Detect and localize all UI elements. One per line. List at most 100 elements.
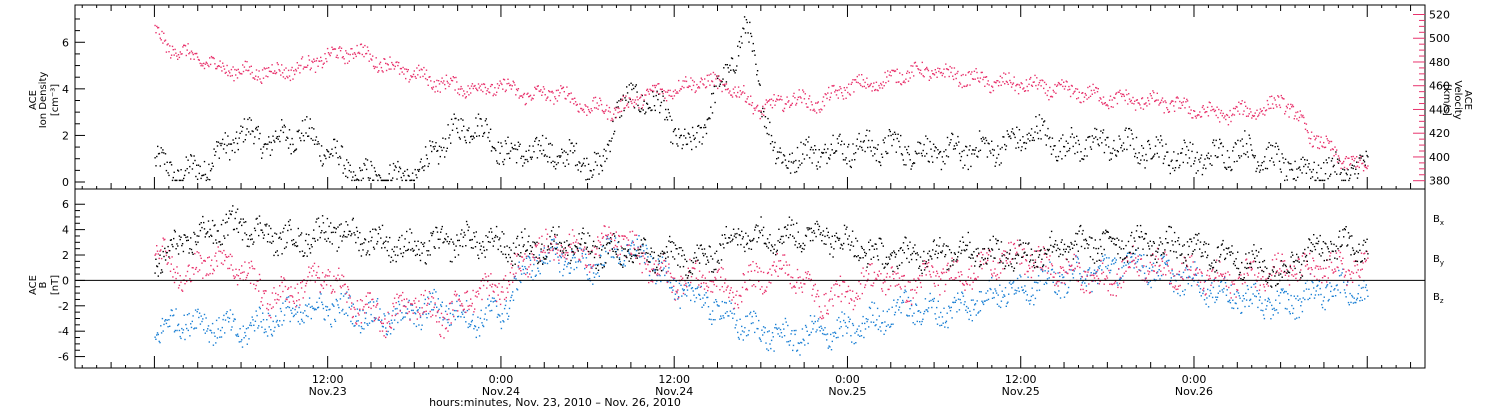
data-point bbox=[626, 104, 628, 107]
data-point bbox=[258, 290, 260, 292]
data-point bbox=[371, 164, 373, 167]
data-point bbox=[1174, 101, 1177, 103]
data-point bbox=[989, 150, 991, 152]
data-point bbox=[893, 299, 895, 301]
data-point bbox=[537, 267, 539, 269]
data-point bbox=[1149, 93, 1151, 95]
data-point bbox=[236, 335, 238, 337]
data-point bbox=[683, 284, 685, 286]
data-point bbox=[1232, 307, 1235, 310]
data-point bbox=[558, 155, 560, 157]
data-point bbox=[582, 162, 585, 164]
data-point bbox=[215, 67, 217, 70]
data-point bbox=[1016, 277, 1019, 280]
data-point bbox=[1317, 164, 1320, 166]
data-point bbox=[477, 83, 480, 85]
data-point bbox=[1100, 260, 1102, 262]
data-point bbox=[1001, 290, 1003, 292]
data-point bbox=[656, 280, 658, 282]
data-point bbox=[1292, 307, 1295, 310]
data-point bbox=[906, 314, 908, 316]
data-point bbox=[1016, 290, 1018, 292]
data-point bbox=[1178, 166, 1180, 169]
data-point bbox=[213, 269, 215, 272]
data-point bbox=[254, 136, 256, 138]
data-point bbox=[826, 333, 829, 335]
data-point bbox=[1345, 172, 1347, 174]
data-point bbox=[193, 58, 195, 60]
data-point bbox=[1321, 145, 1323, 147]
data-point bbox=[253, 283, 255, 285]
data-point bbox=[287, 287, 290, 289]
data-point bbox=[1248, 134, 1250, 136]
data-point bbox=[617, 106, 619, 108]
data-point bbox=[402, 172, 404, 174]
data-point bbox=[856, 328, 859, 330]
data-point bbox=[798, 89, 800, 91]
data-point bbox=[1245, 143, 1248, 145]
data-point bbox=[721, 300, 723, 303]
data-point bbox=[429, 140, 431, 142]
data-point bbox=[1232, 113, 1234, 115]
data-point bbox=[1234, 302, 1236, 304]
data-point bbox=[569, 150, 572, 152]
data-point bbox=[478, 326, 480, 329]
data-point bbox=[698, 294, 701, 296]
data-point bbox=[816, 102, 819, 104]
data-point bbox=[683, 135, 685, 137]
data-point bbox=[300, 64, 302, 67]
data-point bbox=[854, 79, 856, 81]
data-point bbox=[417, 309, 419, 311]
data-point bbox=[191, 168, 194, 170]
data-point bbox=[512, 80, 514, 82]
data-point bbox=[1214, 155, 1217, 157]
data-point bbox=[862, 315, 864, 318]
data-point bbox=[864, 150, 866, 153]
data-point bbox=[973, 308, 975, 311]
data-point bbox=[868, 326, 870, 328]
data-point bbox=[1104, 102, 1106, 104]
data-point bbox=[843, 87, 845, 89]
data-point bbox=[1268, 298, 1270, 301]
data-point bbox=[1198, 285, 1200, 287]
data-point bbox=[190, 326, 193, 329]
data-point bbox=[1042, 79, 1044, 82]
data-point bbox=[263, 143, 265, 146]
data-point bbox=[1041, 269, 1043, 271]
data-point bbox=[698, 124, 700, 127]
data-point bbox=[345, 175, 347, 177]
data-point bbox=[274, 326, 276, 329]
data-point bbox=[1325, 286, 1327, 289]
data-point bbox=[917, 68, 919, 70]
data-point bbox=[381, 319, 383, 321]
data-point bbox=[1279, 302, 1281, 304]
data-point bbox=[1167, 108, 1169, 111]
data-point bbox=[965, 305, 968, 308]
data-point bbox=[1209, 102, 1211, 104]
data-point bbox=[587, 106, 589, 108]
data-point bbox=[820, 108, 822, 110]
data-point bbox=[279, 307, 282, 310]
data-point bbox=[835, 89, 837, 91]
data-point bbox=[294, 73, 296, 76]
data-point bbox=[1195, 274, 1198, 276]
data-point bbox=[833, 152, 835, 154]
data-point bbox=[1173, 169, 1176, 172]
data-point bbox=[947, 326, 949, 329]
data-point bbox=[1356, 161, 1358, 163]
data-point bbox=[1025, 299, 1028, 301]
data-point bbox=[311, 60, 313, 62]
data-point bbox=[607, 234, 609, 236]
data-point bbox=[1003, 294, 1005, 296]
data-point bbox=[337, 304, 339, 306]
data-point bbox=[247, 118, 249, 121]
data-point bbox=[1325, 159, 1327, 161]
data-point bbox=[304, 119, 306, 121]
data-point bbox=[575, 104, 578, 106]
data-point bbox=[784, 159, 787, 161]
data-point bbox=[854, 152, 857, 154]
data-point bbox=[1084, 148, 1086, 150]
data-point bbox=[1083, 270, 1085, 272]
data-point bbox=[207, 328, 209, 330]
data-point bbox=[817, 318, 820, 320]
